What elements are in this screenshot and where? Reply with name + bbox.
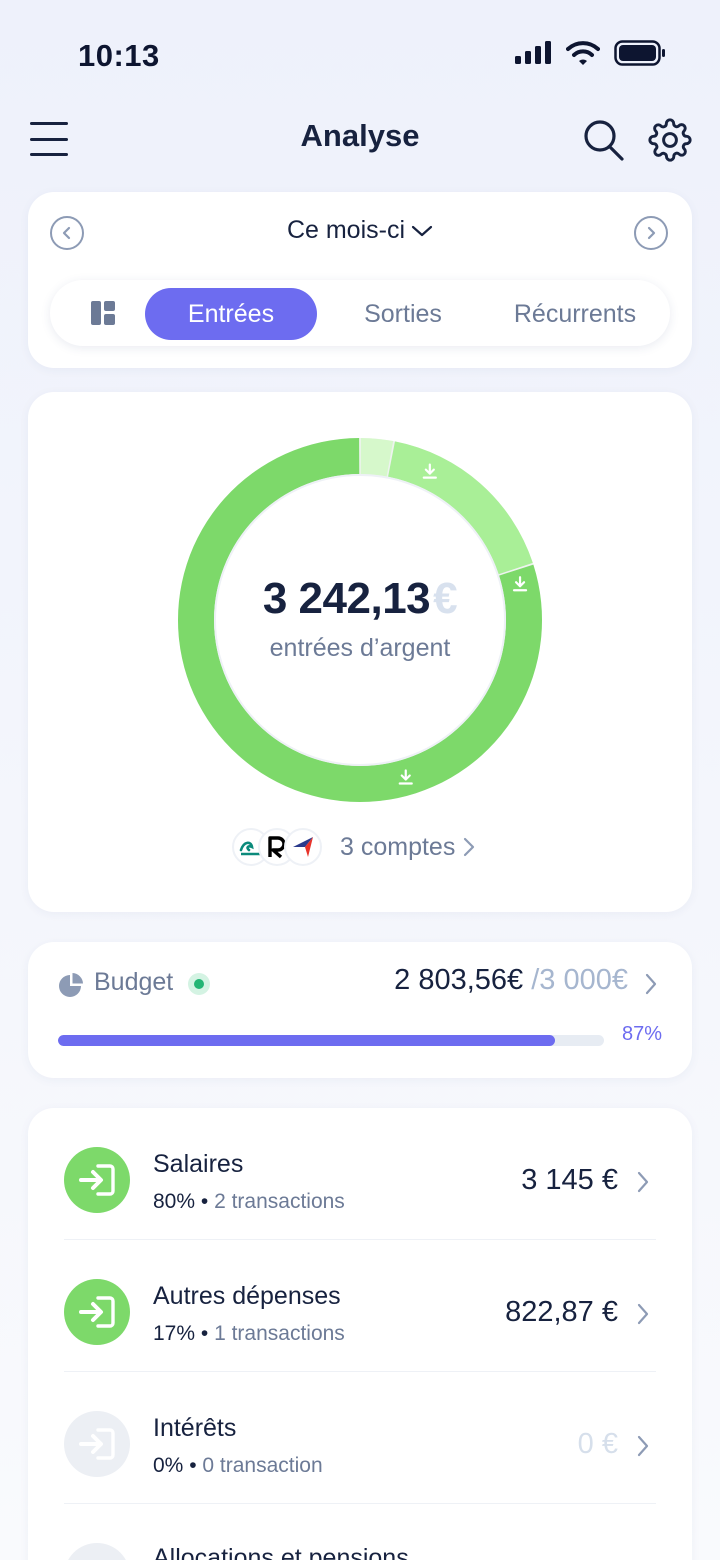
budget-label: Budget: [94, 968, 174, 996]
accounts-button[interactable]: 3 comptes: [232, 826, 475, 868]
donut-segment[interactable]: [360, 438, 394, 477]
battery-icon: [614, 40, 665, 66]
pie-chart-icon: [59, 973, 83, 997]
chevron-right-icon: [647, 226, 656, 240]
category-percent: 0%: [153, 1454, 184, 1477]
income-icon: [64, 1411, 130, 1477]
tab-recurrents[interactable]: Récurrents: [513, 299, 637, 328]
accounts-label: 3 comptes: [340, 832, 456, 861]
wifi-icon: [566, 41, 600, 65]
total-caption: entrées d’argent: [269, 634, 451, 662]
budget-amounts: 2 803,56€ /3 000€: [394, 964, 628, 997]
donut-center: 3 242,13€ entrées d’argent: [28, 574, 692, 663]
list-item-autres-depenses[interactable]: Autres dépenses 17% • 1 transactions 822…: [28, 1240, 692, 1372]
search-button[interactable]: [582, 118, 626, 167]
budget-progress-fill: [58, 1035, 555, 1046]
budget-status-dot: [188, 973, 210, 995]
category-name: Intérêts: [153, 1414, 237, 1442]
category-transactions: 1 transactions: [214, 1322, 345, 1345]
chevron-right-icon: [645, 973, 657, 995]
tab-dashboard[interactable]: [90, 300, 116, 331]
budget-percent: 87%: [621, 1023, 662, 1045]
income-icon: [64, 1543, 130, 1560]
tab-sorties[interactable]: Sorties: [364, 299, 442, 328]
category-meta: 80% • 2 transactions: [153, 1190, 345, 1213]
signal-icon: [515, 41, 551, 64]
divider: [64, 1371, 656, 1372]
next-period-button[interactable]: [634, 216, 668, 250]
hamburger-icon-line: [30, 122, 68, 125]
chevron-right-icon: [637, 1303, 649, 1325]
tab-entrees[interactable]: Entrées: [145, 288, 317, 340]
category-transactions: 2 transactions: [214, 1190, 345, 1213]
download-icon: [398, 769, 413, 785]
category-name: Salaires: [153, 1150, 244, 1178]
category-meta: 17% • 1 transactions: [153, 1322, 345, 1345]
chevron-right-icon: [637, 1171, 649, 1193]
category-percent: 17%: [153, 1322, 196, 1345]
period-selector[interactable]: Ce mois-ci: [28, 216, 692, 245]
search-icon: [584, 120, 624, 161]
period-label: Ce mois-ci: [286, 216, 406, 244]
category-amount: 822,87 €: [505, 1296, 618, 1328]
budget-card[interactable]: Budget 2 803,56€ /3 000€ 87%: [28, 942, 692, 1078]
previous-period-button[interactable]: [50, 216, 84, 250]
total-amount: 3 242,13€: [28, 574, 692, 624]
income-donut-chart[interactable]: [178, 438, 542, 802]
income-icon: [64, 1147, 130, 1213]
download-icon: [422, 463, 437, 479]
gear-icon: [648, 118, 692, 162]
budget-spent: 2 803,56€: [394, 964, 524, 996]
donut-segment[interactable]: [388, 441, 533, 575]
period-card: Ce mois-ci Entrées Sorties Récurrents: [28, 192, 692, 368]
dashboard-icon: [91, 301, 115, 325]
chevron-right-icon: [464, 837, 475, 857]
hamburger-icon-line: [30, 153, 68, 156]
status-time: 10:13: [78, 38, 160, 73]
total-amount-currency: €: [433, 574, 458, 623]
list-item-interets[interactable]: Intérêts 0% • 0 transaction 0 €: [28, 1372, 692, 1504]
category-transactions: 0 transaction: [202, 1454, 323, 1477]
divider: [64, 1503, 656, 1504]
divider: [64, 1239, 656, 1240]
category-meta: 0% • 0 transaction: [153, 1454, 323, 1477]
app-header: Analyse: [0, 108, 720, 172]
category-list-card: Salaires 80% • 2 transactions 3 145 € Au…: [28, 1108, 692, 1560]
donut-hole: [214, 474, 506, 766]
page-title: Analyse: [300, 118, 420, 153]
hamburger-icon-line: [30, 137, 68, 141]
chevron-down-icon: [411, 226, 433, 237]
budget-progress-bar: [58, 1035, 604, 1046]
total-amount-value: 3 242,13: [262, 574, 431, 623]
category-name: Allocations et pensions: [153, 1544, 409, 1560]
income-icon: [64, 1279, 130, 1345]
category-amount: 3 145 €: [521, 1164, 618, 1196]
status-icons: [514, 40, 666, 66]
menu-button[interactable]: [30, 122, 70, 156]
list-item-allocations[interactable]: Allocations et pensions: [28, 1504, 692, 1560]
budget-total: /3 000€: [531, 964, 628, 996]
settings-button[interactable]: [648, 118, 692, 167]
status-bar: 10:13: [0, 0, 720, 110]
view-tabs: Entrées Sorties Récurrents: [50, 280, 670, 346]
income-chart-card: 3 242,13€ entrées d’argent 3 comptes: [28, 392, 692, 912]
bank-logo-third-icon: [284, 828, 322, 866]
list-item-salaires[interactable]: Salaires 80% • 2 transactions 3 145 €: [28, 1108, 692, 1240]
category-name: Autres dépenses: [153, 1282, 341, 1310]
chevron-left-icon: [62, 226, 71, 240]
category-amount: 0 €: [577, 1428, 618, 1460]
category-percent: 80%: [153, 1190, 196, 1213]
chevron-right-icon: [637, 1435, 649, 1457]
download-icon: [512, 576, 528, 592]
